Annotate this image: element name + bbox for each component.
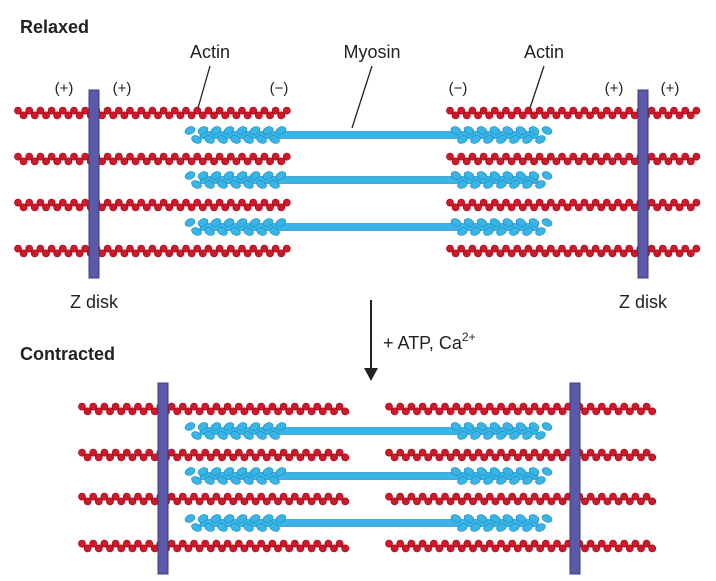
plus-sign-right-outer: (+)	[661, 80, 680, 97]
z-disk-left-contracted	[157, 382, 169, 575]
relaxed-actin-left-3	[14, 198, 291, 212]
contracted-myosin-filament-2	[184, 467, 553, 485]
relaxed-myosin-filament-2	[184, 171, 553, 189]
relaxed-actin-right-4	[446, 244, 701, 258]
actin-left-leader-line	[197, 65, 211, 109]
z-disk-right-label: Z disk	[619, 292, 668, 312]
contracted-actin-left-1	[78, 402, 350, 416]
z-disk-right-contracted	[569, 382, 581, 575]
transition-text: + ATP, Ca	[383, 333, 463, 353]
contracted-actin-left-3	[78, 492, 350, 506]
relaxed-myosin-filament-3	[184, 218, 553, 236]
relaxed-actin-left-4	[14, 244, 291, 258]
actin-right-label: Actin	[524, 42, 564, 62]
z-disk-right-relaxed	[637, 89, 649, 279]
transition-label: + ATP, Ca2+	[383, 330, 476, 353]
z-disk-left-label: Z disk	[70, 292, 119, 312]
relaxed-title: Relaxed	[20, 17, 89, 37]
actin-right-leader-line	[529, 65, 545, 109]
diagram-text: Relaxed Contracted Actin Myosin Actin (+…	[20, 17, 679, 364]
contracted-title: Contracted	[20, 344, 115, 364]
transition-superscript: 2+	[462, 330, 476, 344]
relaxed-myosin-filament-1	[184, 126, 553, 144]
plus-sign-left-outer: (+)	[55, 80, 74, 97]
relaxed-actin-right-3	[446, 198, 701, 212]
plus-sign-right-inner: (+)	[605, 80, 624, 97]
minus-sign-right: (−)	[449, 80, 468, 97]
plus-sign-left-inner: (+)	[113, 80, 132, 97]
relaxed-actin-left-2	[14, 152, 291, 166]
transition-arrow-head	[364, 368, 378, 381]
myosin-label: Myosin	[343, 42, 400, 62]
contracted-myosin-filament-1	[184, 422, 553, 440]
contracted-actin-left-4	[78, 539, 350, 553]
relaxed-actin-right-1	[446, 106, 701, 120]
actin-left-label: Actin	[190, 42, 230, 62]
contracted-actin-left-2	[78, 448, 350, 462]
diagram-shapes	[14, 89, 701, 575]
contracted-actin-right-2	[385, 448, 657, 462]
contracted-myosin-filament-3	[184, 514, 553, 532]
z-disk-left-relaxed	[88, 89, 100, 279]
contracted-actin-right-4	[385, 539, 657, 553]
contracted-actin-right-1	[385, 402, 657, 416]
relaxed-actin-left-1	[14, 106, 291, 120]
leader-lines	[197, 65, 545, 381]
contracted-actin-right-3	[385, 492, 657, 506]
myosin-leader-line	[351, 65, 373, 129]
minus-sign-left: (−)	[270, 80, 289, 97]
relaxed-actin-right-2	[446, 152, 701, 166]
